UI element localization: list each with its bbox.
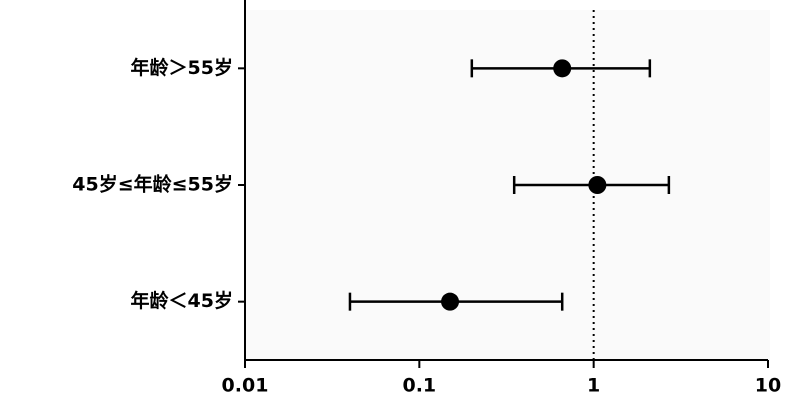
x-tick-label: 10 xyxy=(755,375,781,397)
x-tick-label: 1 xyxy=(587,375,600,397)
y-tick-label: 45岁≤年龄≤55岁 xyxy=(72,173,233,196)
y-tick-label: 年龄＜45岁 xyxy=(131,289,233,312)
plot-area xyxy=(246,10,770,360)
point-estimate xyxy=(441,292,460,311)
x-tick-label: 0.01 xyxy=(222,375,269,397)
point-estimate xyxy=(588,176,607,194)
y-tick-label: 年龄＞55岁 xyxy=(131,56,233,79)
x-tick-label: 0.1 xyxy=(402,375,436,397)
point-estimate xyxy=(553,59,572,78)
